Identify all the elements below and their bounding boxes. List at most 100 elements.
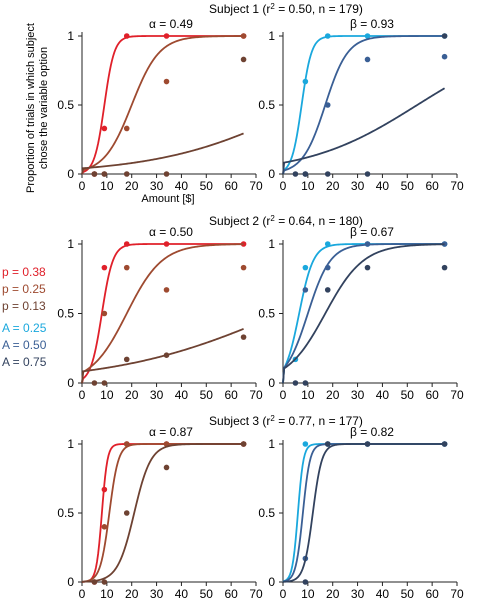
legend-a-075: A = 0.75 bbox=[2, 355, 47, 369]
subject-1-beta-x-tick-label: 70 bbox=[450, 179, 464, 193]
subject-1-beta-series-3-curve bbox=[282, 87, 446, 175]
subject-3-alpha-y-tick-label: 1 bbox=[67, 437, 74, 451]
subject-2-beta-series-3-curve bbox=[282, 243, 445, 384]
subject-2-beta-series-3-point bbox=[364, 264, 371, 271]
subject-3-alpha-series-2-point bbox=[123, 441, 130, 447]
subject-2-alpha-series-1-point bbox=[123, 241, 130, 247]
subject-1-beta-x-tick-label: 60 bbox=[425, 179, 439, 193]
subject-2-alpha-panel: 0 10 20 30 40 50 60 70 0 0.5 1 α = 0.50 bbox=[57, 225, 263, 402]
subject-2-beta-series-2-point bbox=[302, 287, 309, 293]
subject-1-beta-series-3-point bbox=[302, 171, 309, 177]
subject-1-title: Subject 1 (r2 = 0.50, n = 179) bbox=[209, 2, 363, 16]
subject-2-alpha-series-2-point bbox=[101, 310, 108, 317]
subject-1-alpha-series-3-point bbox=[101, 171, 108, 177]
subject-2-alpha-y-tick-label: 1 bbox=[67, 237, 74, 251]
x-axis-label: Amount [$] bbox=[141, 193, 194, 205]
subject-2-alpha-series-1-point bbox=[101, 264, 108, 271]
subject-1-beta-series-3-point bbox=[441, 33, 448, 39]
subject-2-beta-y-tick-label: 0 bbox=[268, 376, 275, 390]
subject-3-beta-y-tick-label: 0.5 bbox=[258, 506, 275, 520]
subject-3-beta-series-3-point bbox=[302, 579, 309, 585]
subject-3-alpha-series-3-curve bbox=[81, 443, 244, 583]
subject-1-beta-y-tick-label: 0.5 bbox=[258, 98, 275, 112]
subject-1-alpha-param-label: α = 0.49 bbox=[149, 17, 193, 31]
subject-1-alpha-panel: 0 10 20 30 40 50 60 70 0 0.5 1 α = 0.49 bbox=[57, 17, 263, 193]
subject-3-alpha-series-1-point bbox=[101, 486, 108, 493]
subject-2-beta-param-label: β = 0.67 bbox=[350, 225, 394, 239]
subject-2-beta-x-tick-label: 10 bbox=[301, 388, 315, 402]
subject-2-beta-series-3-point bbox=[292, 380, 299, 386]
subject-3-alpha-series-3-point bbox=[91, 579, 98, 585]
subject-1-beta-series-1-point bbox=[364, 33, 371, 39]
subject-1-alpha-x-tick-label: 50 bbox=[200, 179, 214, 193]
subject-2-alpha-param-label: α = 0.50 bbox=[149, 225, 193, 239]
subject-2-alpha-series-3-point bbox=[101, 380, 108, 386]
legend-a-050: A = 0.50 bbox=[2, 338, 47, 352]
subject-3-beta-x-tick-label: 10 bbox=[301, 587, 315, 600]
subject-2-beta-x-tick-label: 70 bbox=[450, 388, 464, 402]
subject-3-beta-series-1-curve bbox=[282, 443, 445, 583]
subject-3-beta-x-tick-label: 60 bbox=[425, 587, 439, 600]
subject-1-alpha-series-1-point bbox=[101, 125, 108, 132]
subject-1-alpha-series-2-curve bbox=[81, 35, 244, 175]
subject-2-beta-x-tick-label: 30 bbox=[351, 388, 365, 402]
subject-2-alpha-series-3-point bbox=[123, 356, 130, 363]
subject-1-beta-x-tick-label: 50 bbox=[401, 179, 415, 193]
subject-2-beta-x-tick-label: 40 bbox=[376, 388, 390, 402]
subject-1-beta-x-tick-label: 40 bbox=[376, 179, 390, 193]
subject-1-alpha-series-1-point bbox=[163, 33, 170, 39]
subject-3-alpha-series-3-point bbox=[163, 464, 170, 471]
subject-2-alpha-series-3-point bbox=[240, 334, 247, 340]
subject-1-alpha-series-3-curve bbox=[81, 132, 244, 175]
legend-p-038: p = 0.38 bbox=[2, 265, 46, 279]
subject-3-alpha-x-tick-label: 70 bbox=[249, 587, 263, 600]
subject-1-beta-series-2-point bbox=[364, 56, 371, 63]
subject-2-beta-x-tick-label: 20 bbox=[326, 388, 340, 402]
subject-2-alpha-series-1-point bbox=[240, 241, 247, 247]
subject-1-alpha-x-tick-label: 10 bbox=[100, 179, 114, 193]
subject-1-alpha-x-tick-label: 20 bbox=[125, 179, 139, 193]
subject-1-alpha-x-tick-label: 0 bbox=[79, 179, 86, 193]
subject-3-beta-y-tick-label: 0 bbox=[268, 575, 275, 589]
subject-1-beta-series-3-point bbox=[324, 171, 331, 177]
subject-2-beta-series-1-point bbox=[302, 264, 309, 271]
subject-3-beta-series-3-point bbox=[364, 441, 371, 447]
subject-3-alpha-series-3-point bbox=[101, 579, 108, 585]
subject-3-alpha-y-tick-label: 0 bbox=[67, 575, 74, 589]
subject-3-beta-x-tick-label: 20 bbox=[326, 587, 340, 600]
y-axis-label: Proportion of trials in which subject ch… bbox=[25, 23, 50, 193]
subject-2-alpha-x-tick-label: 60 bbox=[224, 388, 238, 402]
subject-3-alpha-x-tick-label: 30 bbox=[150, 587, 164, 600]
subject-1-beta-param-label: β = 0.93 bbox=[350, 17, 394, 31]
subject-3-alpha-panel: 0 10 20 30 40 50 60 70 0 0.5 1 α = 0.87 bbox=[57, 425, 263, 600]
subject-1-alpha-x-tick-label: 60 bbox=[224, 179, 238, 193]
subject-2-alpha-series-2-point bbox=[240, 264, 247, 271]
subject-2-alpha-x-tick-label: 0 bbox=[79, 388, 86, 402]
subject-2-alpha-x-tick-label: 30 bbox=[150, 388, 164, 402]
subject-3-alpha-x-tick-label: 50 bbox=[200, 587, 214, 600]
legend-p-025: p = 0.25 bbox=[2, 282, 46, 296]
subject-3-alpha-series-3-point bbox=[240, 441, 247, 447]
subject-3-alpha-x-tick-label: 10 bbox=[100, 587, 114, 600]
subject-3-alpha-param-label: α = 0.87 bbox=[149, 425, 193, 439]
subject-1-alpha-x-tick-label: 40 bbox=[175, 179, 189, 193]
subject-3-beta-y-tick-label: 1 bbox=[268, 437, 275, 451]
subject-2-beta-series-3-point bbox=[324, 287, 331, 293]
subject-3-beta-series-3-point bbox=[324, 441, 331, 447]
subject-2-title: Subject 2 (r2 = 0.64, n = 180) bbox=[209, 214, 363, 228]
subject-1-beta-series-1-curve bbox=[282, 35, 445, 175]
subject-2-alpha-y-tick-label: 0.5 bbox=[57, 307, 74, 321]
subject-3-alpha-x-tick-label: 0 bbox=[79, 587, 86, 600]
y-axis-label-line1: Proportion of trials in which subject bbox=[25, 23, 37, 193]
subject-2-alpha-series-3-point bbox=[163, 352, 170, 359]
subject-1-alpha-series-2-point bbox=[123, 125, 130, 132]
subject-2-alpha-series-2-point bbox=[163, 287, 170, 293]
subject-1-beta-series-1-point bbox=[302, 78, 309, 85]
subject-2-alpha-y-tick-label: 0 bbox=[67, 376, 74, 390]
subject-1-beta-series-2-point bbox=[324, 102, 331, 108]
subject-3-alpha-x-tick-label: 20 bbox=[125, 587, 139, 600]
subject-3-beta-x-tick-label: 70 bbox=[450, 587, 464, 600]
subject-3-alpha-series-3-point bbox=[123, 510, 130, 516]
subject-3-beta-panel: 0 10 20 30 40 50 60 70 0 0.5 1 β = 0.82 bbox=[258, 425, 464, 600]
